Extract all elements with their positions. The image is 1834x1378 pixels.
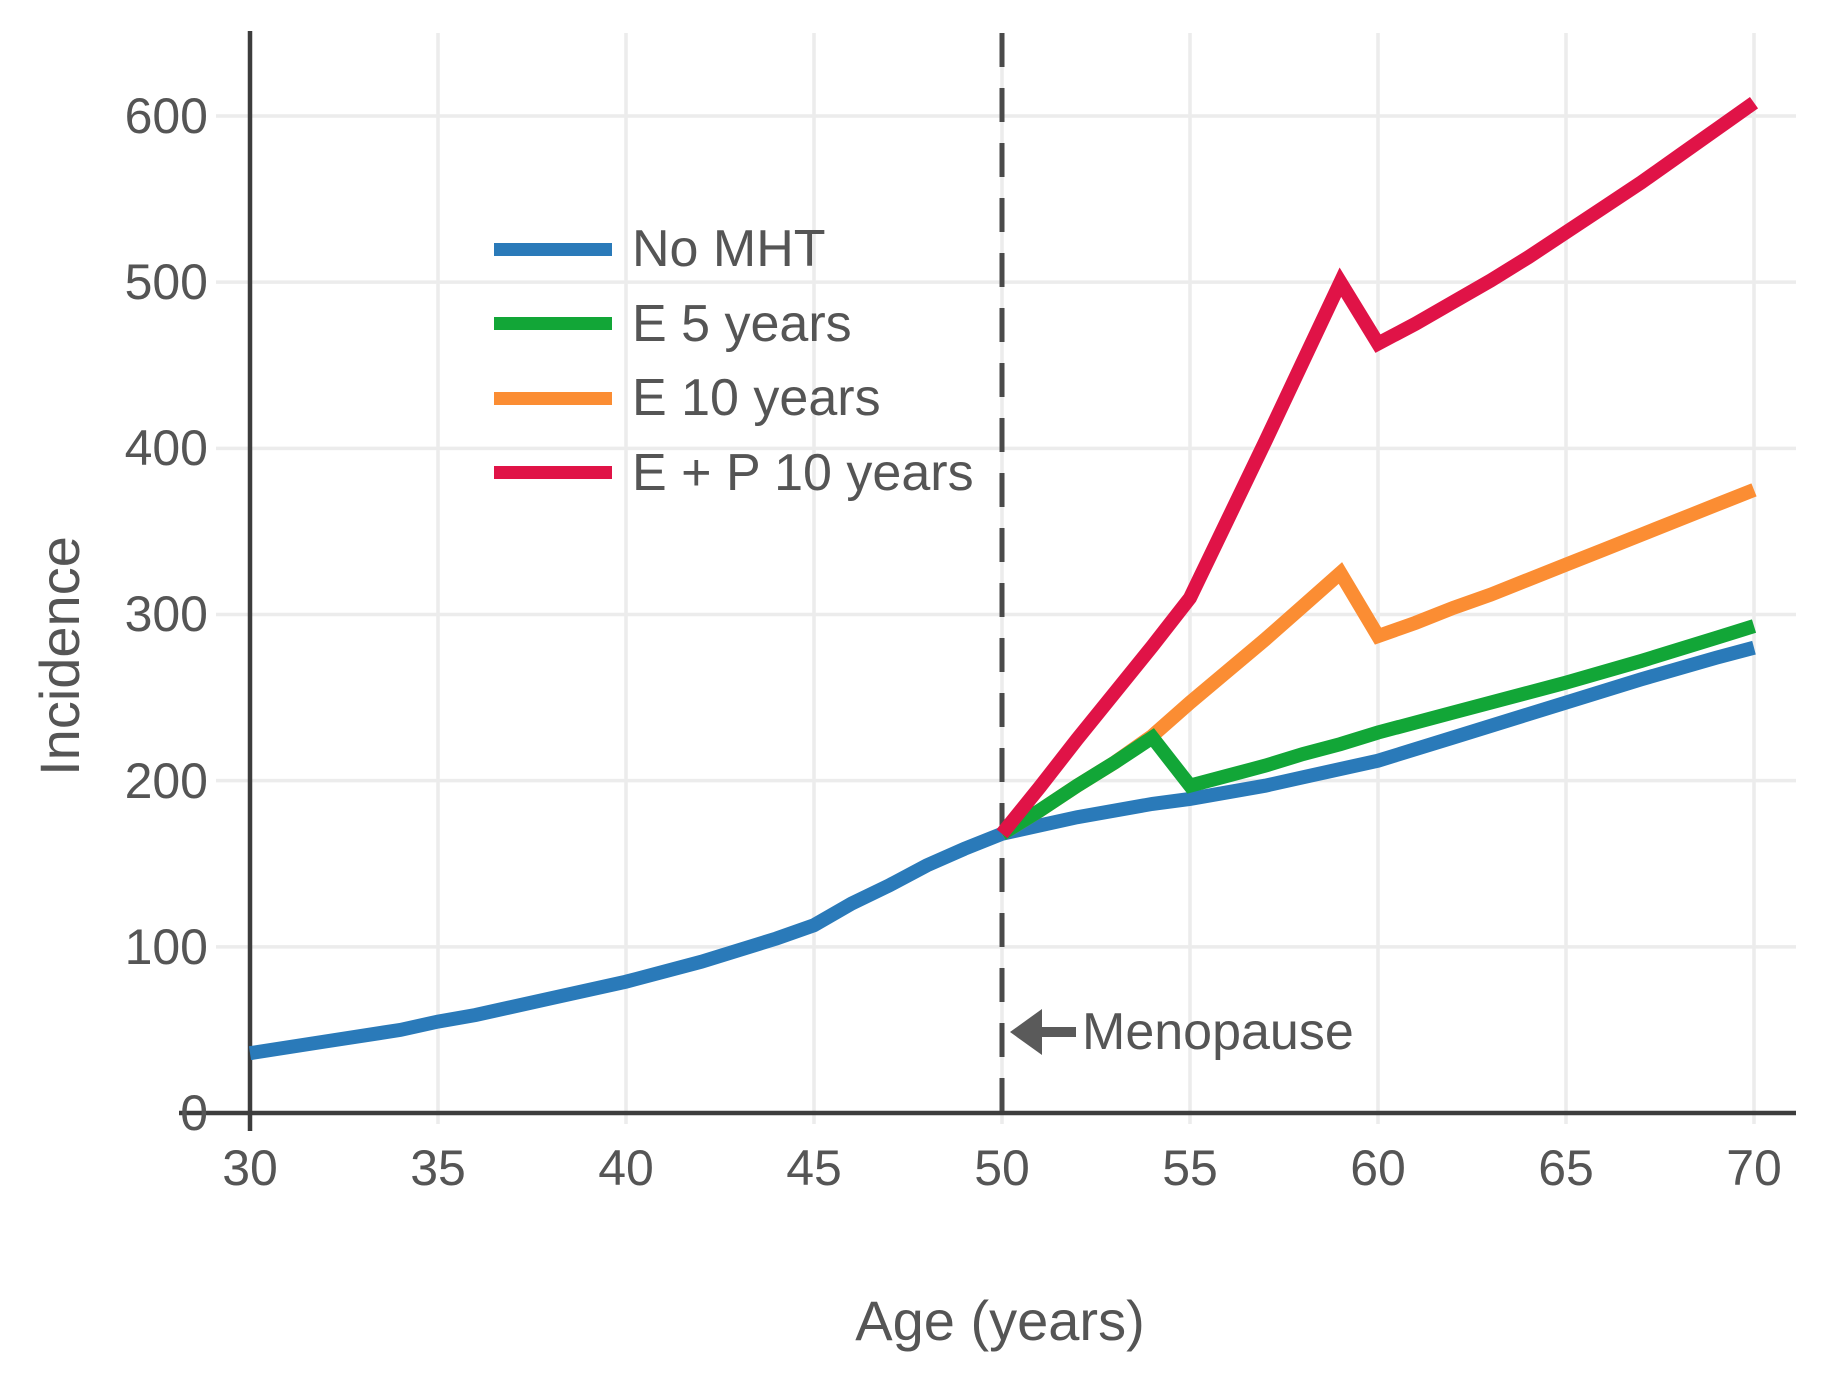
menopause-annotation-label: Menopause: [1082, 1003, 1354, 1061]
legend-item: E 10 years: [494, 369, 881, 427]
legend-item: No MHT: [494, 220, 826, 278]
x-tick-label-45: 45: [786, 1140, 842, 1196]
x-tick-label-40: 40: [598, 1140, 654, 1196]
y-tick-label-500: 500: [124, 254, 208, 311]
x-tick-label-55: 55: [1162, 1140, 1218, 1196]
x-tick-label-30: 30: [222, 1140, 278, 1196]
y-tick-label-300: 300: [124, 586, 208, 643]
menopause-arrow-head-icon: [1010, 1009, 1042, 1055]
legend-label: No MHT: [632, 220, 826, 278]
y-tick-label-600: 600: [124, 87, 208, 144]
x-tick-label-50: 50: [974, 1140, 1030, 1196]
legend-swatch-icon: [494, 391, 612, 405]
legend-swatch-icon: [494, 242, 612, 256]
x-axis-title: Age (years): [855, 1289, 1145, 1352]
y-axis-title: Incidence: [28, 536, 91, 776]
menopause-arrow-shaft: [1040, 1027, 1076, 1037]
x-tick-label-60: 60: [1350, 1140, 1406, 1196]
legend-label: E 5 years: [632, 294, 852, 353]
legend-label: E 10 years: [632, 369, 881, 428]
series-line-e-p-10-years: [996, 96, 1759, 839]
legend-item: E + P 10 years: [494, 444, 974, 502]
y-tick-label-200: 200: [124, 752, 208, 809]
series-line-no-mht: [248, 640, 1756, 1061]
y-tick-label-400: 400: [124, 420, 208, 477]
x-tick-label-35: 35: [410, 1140, 466, 1196]
x-tick-label-65: 65: [1538, 1140, 1594, 1196]
series-line-e-5-years: [998, 619, 1757, 840]
y-tick-label-100: 100: [124, 918, 208, 975]
legend-swatch-icon: [494, 317, 612, 331]
x-tick-label-70: 70: [1726, 1140, 1782, 1196]
legend-swatch-icon: [494, 466, 612, 480]
legend-label: E + P 10 years: [632, 443, 974, 502]
legend-item: E 5 years: [494, 295, 852, 353]
y-tick-label-0: 0: [180, 1085, 208, 1141]
